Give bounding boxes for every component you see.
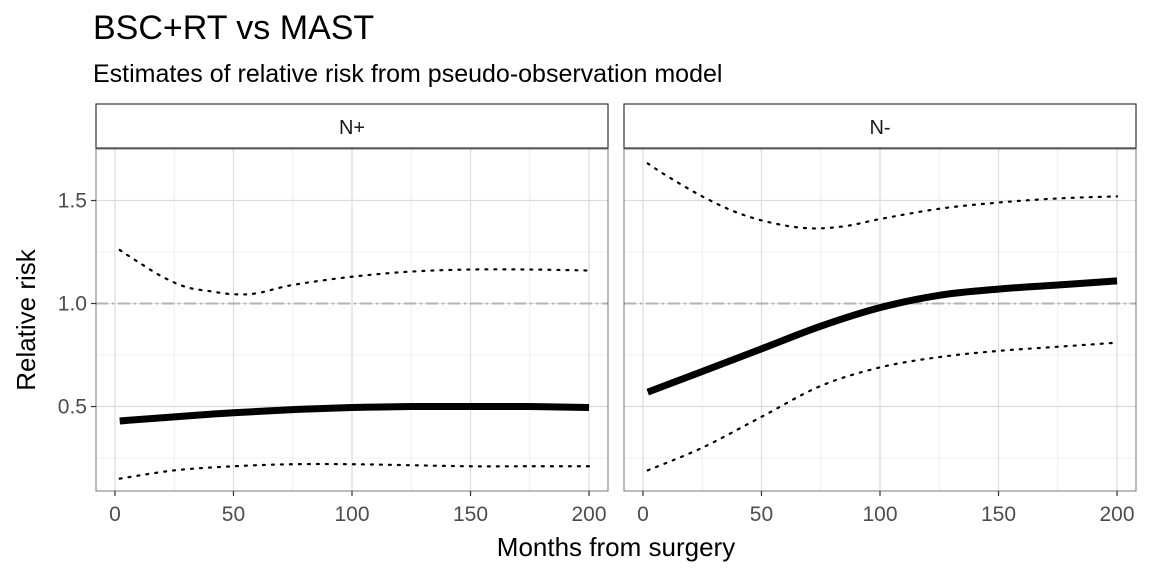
lower-bound-line bbox=[118, 462, 591, 480]
x-axis-title: Months from surgery bbox=[497, 532, 735, 562]
chart-title: BSC+RT vs MAST bbox=[93, 9, 374, 47]
y-tick-label: 1.5 bbox=[58, 190, 87, 213]
lower-bound-line bbox=[646, 341, 1119, 472]
x-tick-label: 200 bbox=[572, 503, 607, 526]
x-tick-label: 0 bbox=[637, 503, 649, 526]
upper-bound-line bbox=[646, 162, 1119, 230]
x-tick-label: 50 bbox=[222, 503, 245, 526]
panel-0: N+ 0 50 100 150 200 0.5 1.0 1.5 bbox=[58, 103, 609, 526]
x-tick-label: 100 bbox=[334, 503, 369, 526]
estimate-line bbox=[119, 402, 590, 425]
x-tick-label: 100 bbox=[862, 503, 897, 526]
panel-strip-label: N- bbox=[869, 117, 890, 139]
panels-container: N+ 0 50 100 150 200 0.5 1.0 1.5 N- 0 50 100 150 200 bbox=[58, 103, 1137, 526]
x-tick-label: 200 bbox=[1100, 503, 1135, 526]
y-tick-label: 0.5 bbox=[58, 396, 87, 419]
y-axis-title: Relative risk bbox=[11, 248, 41, 391]
panel-strip bbox=[623, 103, 1137, 149]
x-tick-label: 150 bbox=[981, 503, 1016, 526]
x-tick-label: 150 bbox=[453, 503, 488, 526]
y-tick-label: 1.0 bbox=[58, 293, 87, 316]
panel-strip-label: N+ bbox=[339, 117, 365, 139]
x-tick-label: 50 bbox=[750, 503, 773, 526]
chart-subtitle: Estimates of relative risk from pseudo-o… bbox=[93, 60, 722, 88]
x-tick-label: 0 bbox=[109, 503, 121, 526]
panel-1: N- 0 50 100 150 200 bbox=[623, 103, 1137, 526]
upper-bound-line bbox=[118, 248, 591, 296]
panel-strip bbox=[95, 103, 609, 149]
estimate-line bbox=[646, 277, 1118, 396]
